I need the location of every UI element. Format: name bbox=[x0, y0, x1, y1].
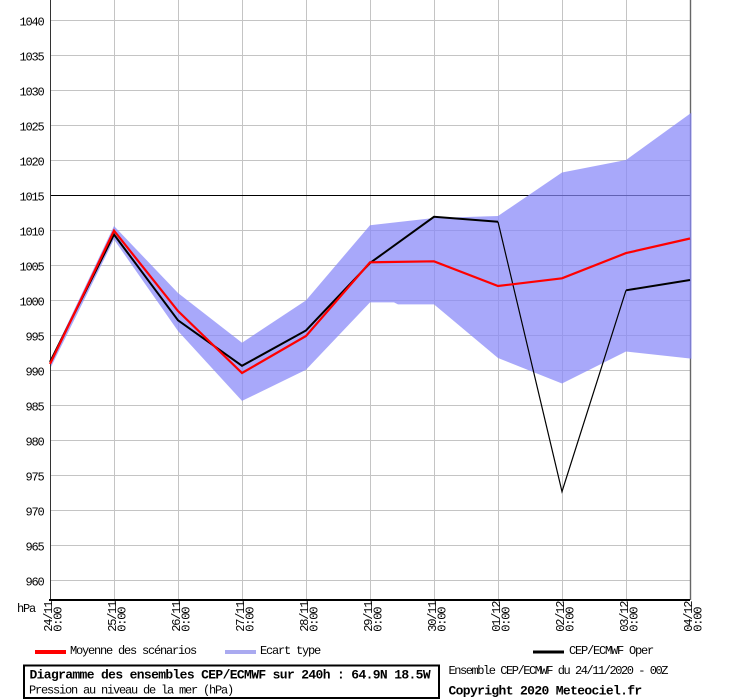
svg-text:965: 965 bbox=[25, 541, 44, 555]
svg-text:1000: 1000 bbox=[19, 296, 44, 310]
svg-text:1015: 1015 bbox=[19, 191, 44, 205]
svg-text:1040: 1040 bbox=[19, 16, 44, 30]
svg-text:0:00: 0:00 bbox=[436, 607, 450, 632]
svg-text:990: 990 bbox=[25, 366, 44, 380]
svg-text:985: 985 bbox=[25, 401, 44, 415]
svg-text:30/11: 30/11 bbox=[426, 601, 440, 632]
svg-text:Copyright 2020 Meteociel.fr: Copyright 2020 Meteociel.fr bbox=[449, 684, 642, 699]
svg-text:960: 960 bbox=[25, 576, 44, 590]
svg-text:Pression au niveau de la mer (: Pression au niveau de la mer (hPa) bbox=[29, 684, 233, 698]
svg-text:970: 970 bbox=[25, 506, 44, 520]
svg-text:0:00: 0:00 bbox=[52, 607, 66, 632]
svg-text:Moyenne des scénarios: Moyenne des scénarios bbox=[70, 644, 197, 658]
svg-text:1010: 1010 bbox=[19, 226, 44, 240]
svg-text:25/11: 25/11 bbox=[106, 601, 120, 632]
svg-text:24/11: 24/11 bbox=[42, 601, 56, 632]
svg-text:1020: 1020 bbox=[19, 156, 44, 170]
svg-text:Diagramme des ensembles CEP/EC: Diagramme des ensembles CEP/ECMWF sur 24… bbox=[30, 668, 431, 683]
svg-text:1025: 1025 bbox=[19, 121, 44, 135]
svg-text:980: 980 bbox=[25, 436, 44, 450]
svg-text:1030: 1030 bbox=[19, 86, 44, 100]
svg-text:01/12: 01/12 bbox=[490, 601, 504, 632]
svg-text:26/11: 26/11 bbox=[170, 601, 184, 632]
svg-text:0:00: 0:00 bbox=[500, 607, 514, 632]
svg-text:Ecart type: Ecart type bbox=[260, 644, 321, 658]
svg-text:0:00: 0:00 bbox=[564, 607, 578, 632]
svg-text:28/11: 28/11 bbox=[298, 601, 312, 632]
svg-text:hPa: hPa bbox=[17, 602, 36, 616]
svg-text:1005: 1005 bbox=[19, 261, 44, 275]
svg-text:0:00: 0:00 bbox=[628, 607, 642, 632]
svg-text:27/11: 27/11 bbox=[234, 601, 248, 632]
svg-text:04/12: 04/12 bbox=[682, 601, 696, 632]
svg-text:29/11: 29/11 bbox=[362, 601, 376, 632]
svg-text:995: 995 bbox=[25, 331, 44, 345]
svg-text:975: 975 bbox=[25, 471, 44, 485]
svg-text:1035: 1035 bbox=[19, 51, 44, 65]
svg-text:0:00: 0:00 bbox=[692, 607, 706, 632]
svg-text:0:00: 0:00 bbox=[372, 607, 386, 632]
svg-text:CEP/ECMWF Oper: CEP/ECMWF Oper bbox=[569, 644, 654, 658]
svg-text:Ensemble CEP/ECMWF du 24/11/20: Ensemble CEP/ECMWF du 24/11/2020 - 00Z bbox=[449, 664, 669, 678]
svg-text:0:00: 0:00 bbox=[244, 607, 258, 632]
svg-text:03/12: 03/12 bbox=[618, 601, 632, 632]
svg-text:0:00: 0:00 bbox=[180, 607, 194, 632]
svg-text:0:00: 0:00 bbox=[116, 607, 130, 632]
svg-text:0:00: 0:00 bbox=[308, 607, 322, 632]
svg-text:02/12: 02/12 bbox=[554, 601, 568, 632]
